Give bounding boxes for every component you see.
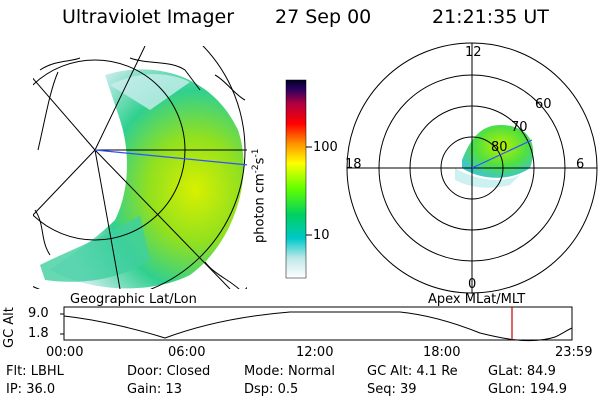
orbit-xtick-2359: 23:59	[555, 345, 593, 360]
orbit-xtick-1200: 12:00	[296, 345, 334, 360]
date-label: 27 Sep 00	[275, 6, 372, 28]
lat-label-60: 60	[535, 97, 552, 112]
info-door: Door: Closed	[127, 364, 211, 379]
geographic-map	[33, 46, 247, 289]
colorbar-unit-label: photon cm-2s-1	[251, 148, 268, 243]
info-gc-alt: GC Alt: 4.1 Re	[367, 364, 458, 379]
info-mode: Mode: Normal	[244, 364, 335, 379]
orbit-ytick-low: 1.8	[28, 326, 49, 341]
aurora-emission-geo	[50, 69, 244, 289]
mlt-label-0: 0	[468, 277, 477, 292]
orbit-ylabel: GC Alt	[2, 307, 17, 348]
orbit-xtick-0000: 00:00	[46, 345, 84, 360]
info-seq: Seq: 39	[367, 382, 417, 397]
orbit-xtick-1800: 18:00	[423, 345, 461, 360]
instrument-title: Ultraviolet Imager	[62, 6, 235, 28]
lat-label-70: 70	[511, 120, 528, 135]
info-gain: Gain: 13	[127, 382, 182, 397]
orbit-ytick-high: 9.0	[28, 306, 49, 321]
colorbar-tick-10: 10	[313, 228, 330, 243]
lat-label-80: 80	[491, 140, 508, 155]
aurora-upper-fringe	[110, 74, 190, 110]
orbit-xtick-0600: 06:00	[168, 345, 206, 360]
mlt-label-18: 18	[345, 157, 362, 172]
colorbar-tick-100: 100	[313, 140, 338, 155]
time-label: 21:21:35 UT	[432, 6, 549, 28]
mlt-label-6: 6	[576, 157, 585, 172]
info-glat: GLat: 84.9	[488, 364, 556, 379]
altitude-curve	[63, 311, 573, 342]
coastlines	[34, 57, 246, 289]
orbit-altitude-plot	[60, 306, 573, 342]
aurora-lower-band	[40, 215, 150, 282]
apex-polar-plot	[346, 42, 598, 294]
left-map-caption: Geographic Lat/Lon	[70, 292, 197, 307]
noon-meridian-line	[94, 149, 247, 166]
info-flt: Flt: LBHL	[6, 364, 64, 379]
right-map-caption: Apex MLat/MLT	[428, 292, 526, 307]
mlt-label-12: 12	[465, 45, 482, 60]
colorbar	[285, 79, 307, 279]
info-dsp: Dsp: 0.5	[244, 382, 299, 397]
info-glon: GLon: 194.9	[488, 382, 568, 397]
info-ip: IP: 36.0	[6, 382, 56, 397]
